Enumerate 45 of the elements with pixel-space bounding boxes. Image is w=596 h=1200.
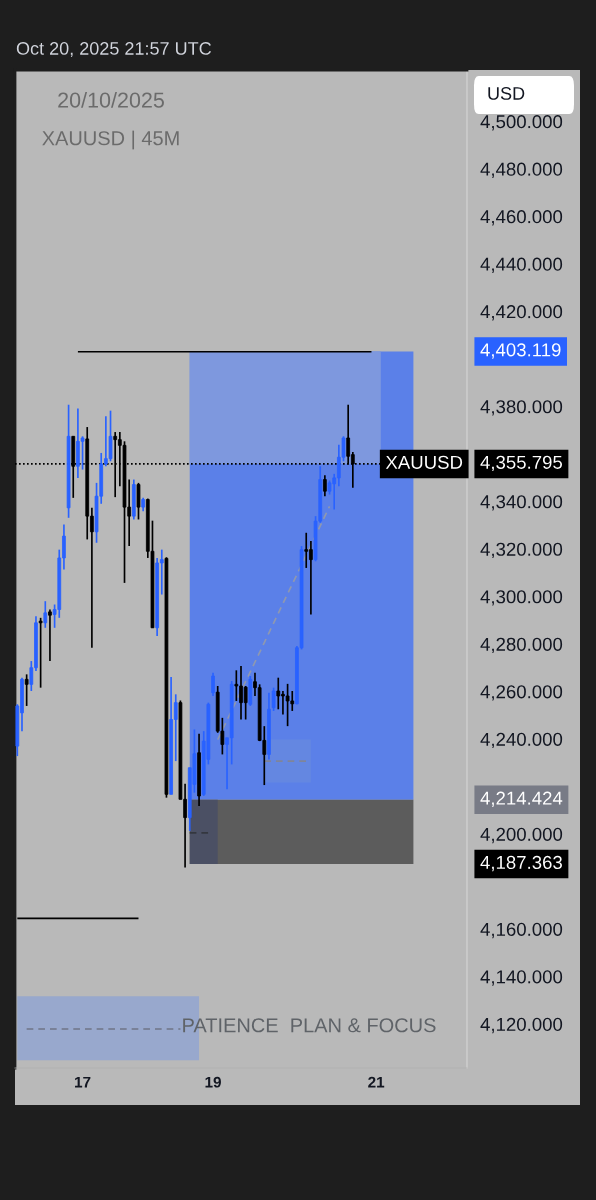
text: 4,355.795: [480, 455, 563, 472]
y-tick-label: 4,300.000: [480, 590, 563, 606]
y-tick-label: 4,260.000: [480, 685, 563, 701]
candlestick: [290, 690, 295, 712]
y-tick-label: 4,340.000: [480, 495, 563, 511]
y-tick-label: 4,500.000: [480, 115, 563, 131]
x-tick-label: 21: [368, 1076, 385, 1088]
candlestick: [271, 686, 276, 712]
candlestick: [211, 671, 215, 697]
candlestick: [276, 676, 281, 711]
y-tick-label: 4,240.000: [480, 732, 563, 749]
y-tick-label: 4,380.000: [480, 400, 563, 416]
x-tick-label: 17: [75, 1076, 91, 1088]
candlestick: [38, 616, 43, 689]
x-tick-label: 19: [205, 1076, 221, 1088]
y-tick-label: 4,320.000: [480, 542, 563, 559]
candlestick: [234, 669, 239, 702]
y-tick-label: 4,480.000: [480, 162, 563, 178]
y-axis-title: USD: [488, 87, 525, 100]
y-tick-label: 4,440.000: [480, 257, 563, 273]
y-tick-label: 4,200.000: [480, 827, 563, 844]
text: 4,403.119: [480, 343, 561, 359]
candlestick: [304, 531, 309, 569]
candlestick: [43, 600, 48, 629]
text: 4,187.363: [480, 855, 562, 872]
y-tick-label: 4,120.000: [480, 1017, 563, 1034]
ref-line-label: XAUUSD: [385, 455, 463, 469]
candlestick: [323, 474, 327, 498]
text: 4,214.424: [480, 791, 563, 807]
candlestick: [136, 482, 141, 521]
candlestick: [24, 673, 29, 707]
candlestick: [285, 683, 290, 727]
y-tick-label: 4,420.000: [480, 305, 563, 321]
y-tick-label: 4,160.000: [480, 922, 563, 939]
y-tick-label: 4,460.000: [480, 210, 563, 226]
candlestick: [108, 409, 113, 463]
y-tick-label: 4,140.000: [480, 970, 563, 986]
text: XAUUSD | 45M: [42, 130, 179, 150]
candlestick: [346, 403, 351, 466]
annotation: PATIENCE PLAN & FOCUS: [183, 1018, 436, 1033]
candlestick: [243, 685, 248, 721]
text: Oct 20, 2025 21:57 UTC: [16, 42, 212, 57]
text: 20/10/2025: [58, 91, 164, 108]
candlestick: [48, 608, 52, 662]
y-tick-label: 4,280.000: [480, 637, 563, 654]
